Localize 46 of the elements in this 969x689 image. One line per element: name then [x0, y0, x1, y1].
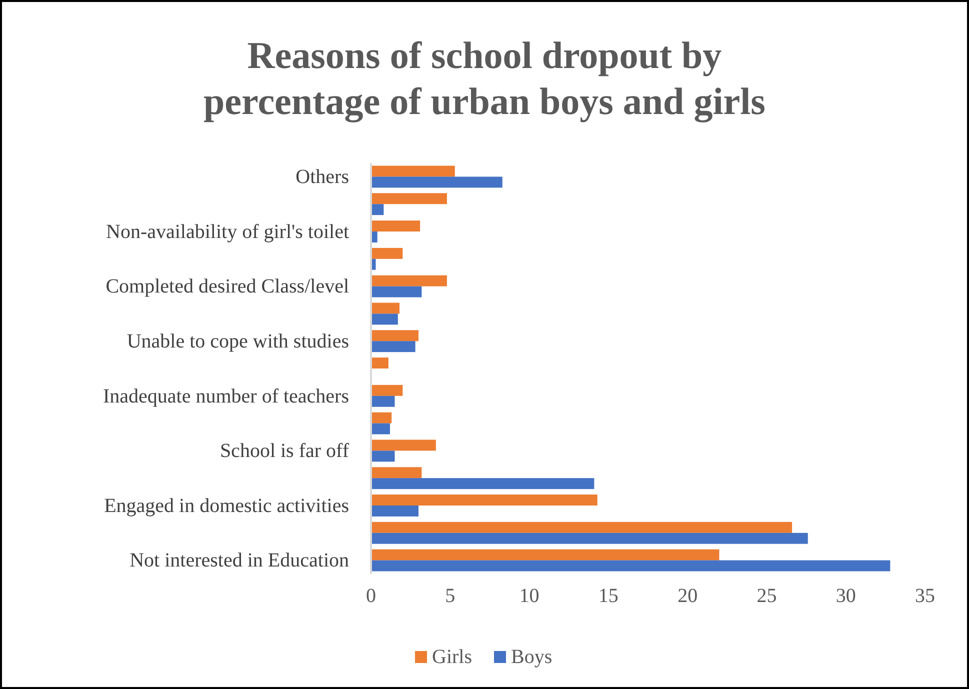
y-tick-label: Unable to cope with studies — [126, 330, 350, 352]
x-tick-label: 0 — [366, 585, 376, 608]
y-tick-label: Others — [296, 166, 350, 188]
x-tick-label: 20 — [678, 585, 698, 608]
bar — [371, 330, 418, 342]
bar — [371, 302, 400, 314]
bar — [371, 549, 720, 560]
bar — [371, 384, 403, 396]
bar — [371, 494, 598, 506]
bar — [371, 522, 792, 533]
chart-title: Reasons of school dropout by percentage of urban boys and girls — [204, 35, 766, 123]
bar — [371, 275, 447, 286]
bar — [371, 314, 398, 325]
bar — [371, 286, 422, 298]
bar — [371, 467, 422, 478]
bar — [371, 193, 447, 204]
legend-label: Girls — [432, 646, 472, 668]
bar — [371, 423, 390, 434]
x-tick-label: 15 — [598, 585, 618, 608]
bar — [371, 440, 436, 451]
bar — [371, 478, 594, 490]
bar — [371, 532, 808, 544]
x-tick-label: 30 — [836, 585, 856, 608]
y-tick-label: Not interested in Education — [130, 550, 349, 572]
y-tick-label: Inadequate number of teachers — [103, 385, 350, 408]
x-tick-label: 25 — [756, 585, 777, 608]
bar — [371, 396, 395, 407]
bar — [371, 506, 418, 516]
legend-label: Boys — [511, 646, 552, 668]
bar — [371, 248, 403, 259]
x-tick-label: 5 — [445, 585, 456, 608]
bar — [371, 560, 890, 572]
y-tick-label: School is far off — [220, 440, 350, 462]
bar — [371, 166, 455, 177]
bar — [371, 412, 392, 424]
bar — [371, 176, 502, 188]
x-tick-label: 10 — [519, 585, 540, 608]
bar — [371, 220, 420, 232]
bar — [371, 341, 416, 352]
y-tick-label: Completed desired Class/level — [106, 276, 350, 298]
bar — [371, 358, 388, 368]
x-tick-label: 35 — [915, 585, 935, 608]
y-tick-label: Non-availability of girl's toilet — [106, 220, 350, 243]
y-tick-label: Engaged in domestic activities — [104, 494, 350, 517]
bar — [371, 450, 395, 462]
bar — [371, 204, 384, 216]
